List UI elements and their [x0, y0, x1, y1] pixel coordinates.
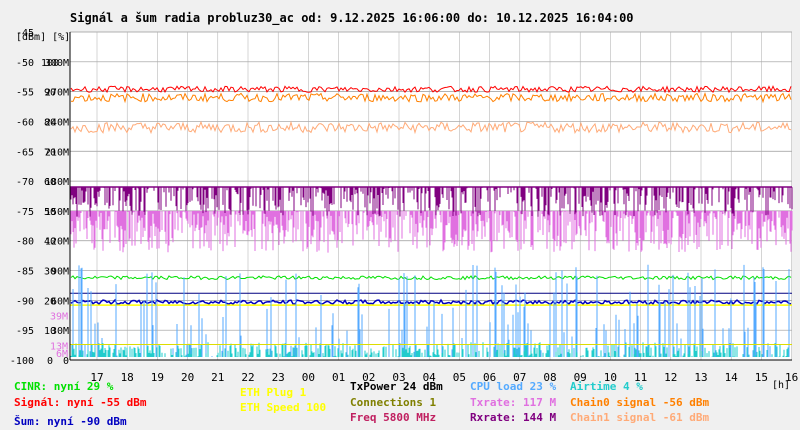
legend-rxrate: Rxrate: 144 M [470, 411, 556, 424]
y-tick-label-rate: 150M [45, 207, 69, 218]
legend-freq: Freq 5800 MHz [350, 411, 436, 424]
legend-cinr: CINR: nyní 29 % [14, 380, 114, 393]
legend-cpu: CPU load 23 % [470, 380, 556, 393]
series-signal [70, 85, 792, 94]
legend-txpower: TxPower 24 dBm [350, 380, 443, 393]
x-tick-label: 13 [694, 371, 707, 384]
x-tick-label: 04 [423, 371, 437, 384]
y-tick-label-dbm: -50 [16, 58, 34, 69]
series-layer [70, 85, 793, 357]
y-rate-marker: 13M [50, 342, 68, 353]
x-tick-label: 02 [362, 371, 375, 384]
x-tick-label: 10 [604, 371, 617, 384]
legend-signal: Signál: nyní -55 dBm [14, 396, 147, 409]
y-rate-marker: 39M [50, 311, 68, 322]
x-tick-label: 17 [90, 371, 103, 384]
legend-connections: Connections 1 [350, 396, 436, 409]
x-tick-label: 15 [755, 371, 768, 384]
legend-eth-plug: ETH Plug 1 [240, 386, 307, 399]
x-axis-labels: 17 18 19 20 21 22 23 00 01 02 03 04 05 06 07 08 09 10 11 12… [90, 371, 798, 384]
x-tick-label: 08 [543, 371, 556, 384]
x-tick-label: 16 [785, 371, 798, 384]
y-tick-label-percent: 10 [44, 326, 56, 337]
legend-airtime: Airtime 4 % [570, 380, 643, 393]
y-tick-label-percent: 30 [44, 267, 56, 278]
x-tick-label: 12 [664, 371, 677, 384]
x-tick-label: 09 [574, 371, 587, 384]
y-tick-label-dbm: -80 [16, 237, 34, 248]
y-tick-label-rate: 0 [63, 356, 69, 367]
y-tick-label-dbm: -55 [16, 88, 34, 99]
series-rxrate [70, 187, 793, 217]
y-tick-label-rate: 240M [45, 117, 69, 128]
x-tick-label: 03 [392, 371, 405, 384]
y-tick-label-dbm: -45 [16, 28, 34, 39]
y-tick-label-percent: 50 [44, 207, 56, 218]
plot-area [70, 32, 792, 360]
legend-chain0: Chain0 signal -56 dBm [570, 396, 709, 409]
y-tick-label-rate: 180M [45, 177, 69, 188]
y-tick-label-percent: 60 [44, 177, 56, 188]
x-tick-label: 00 [302, 371, 315, 384]
y-tick-label-percent: 90 [44, 88, 56, 99]
y-tick-label-dbm: -70 [16, 177, 34, 188]
x-tick-label: 07 [513, 371, 526, 384]
x-tick-label: 23 [272, 371, 285, 384]
y-tick-label-rate: 300M [45, 58, 69, 69]
series-chain0 [70, 91, 792, 104]
y-tick-label-percent: 0 [47, 356, 53, 367]
x-tick-label: 22 [241, 371, 254, 384]
y-tick-label-dbm: -85 [16, 267, 34, 278]
x-tick-label: 11 [634, 371, 647, 384]
legend-eth-speed: ETH Speed 100 [240, 401, 326, 414]
y-tick-label-dbm: -65 [16, 147, 34, 158]
x-unit-label: [h] [772, 380, 790, 391]
chart-title: Signál a šum radia probluz30_ac od: 9.12… [70, 11, 634, 26]
y-tick-label-percent: 80 [44, 117, 56, 128]
x-tick-label: 21 [211, 371, 224, 384]
x-tick-label: 20 [181, 371, 194, 384]
legend-txrate: Txrate: 117 M [470, 396, 556, 409]
y-tick-label-rate: 120M [45, 237, 69, 248]
y-tick-label-dbm: -95 [16, 326, 34, 337]
y-tick-label-percent: 70 [44, 147, 56, 158]
y-tick-label-rate: 60M [51, 296, 69, 307]
y-tick-label-rate: 210M [45, 147, 69, 158]
x-tick-label: 18 [121, 371, 134, 384]
legend-chain1: Chain1 signal -61 dBm [570, 411, 709, 424]
x-tick-label: 05 [453, 371, 466, 384]
series-airtime [70, 342, 789, 357]
x-tick-label: 19 [151, 371, 164, 384]
units-label: [dBm] [%] [16, 32, 70, 43]
x-tick-label: 01 [332, 371, 345, 384]
y-tick-label-percent: 20 [44, 296, 56, 307]
y-tick-label-percent: 40 [44, 237, 56, 248]
y-tick-label-dbm: -100 [10, 356, 34, 367]
y-tick-label-rate: 90M [51, 267, 69, 278]
x-tick-label: 06 [483, 371, 496, 384]
series-noise [70, 298, 792, 306]
y-tick-label-percent: 100 [41, 58, 59, 69]
y-rate-marker: 6M [56, 349, 68, 360]
y-tick-label-rate: 270M [45, 88, 69, 99]
legend-noise: Šum: nyní -90 dBm [14, 415, 127, 428]
y-tick-label-dbm: -60 [16, 117, 34, 128]
y-tick-label-rate: 30M [51, 326, 69, 337]
y-tick-label-dbm: -90 [16, 296, 34, 307]
legend: CINR: nyní 29 % Signál: nyní -55 dBm Šum… [14, 380, 709, 428]
y-tick-label-dbm: -75 [16, 207, 34, 218]
x-tick-label: 14 [725, 371, 739, 384]
series-chain1 [70, 120, 792, 135]
series-txrate [70, 210, 793, 253]
series-cinr [70, 275, 792, 281]
